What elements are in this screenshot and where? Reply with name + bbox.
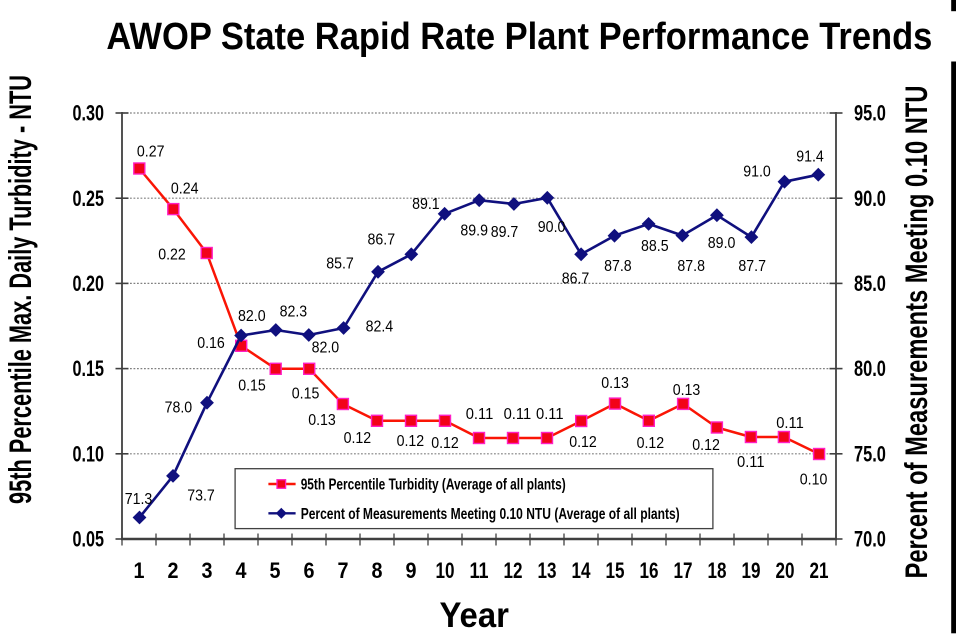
svg-text:16: 16 [640,558,659,583]
svg-text:8: 8 [372,558,383,583]
svg-text:0.13: 0.13 [308,412,336,429]
svg-text:1: 1 [134,558,145,583]
svg-text:78.0: 78.0 [165,400,193,417]
svg-text:73.7: 73.7 [187,487,215,504]
svg-text:19: 19 [742,558,761,583]
svg-text:82.3: 82.3 [280,304,308,321]
svg-text:89.0: 89.0 [708,235,736,252]
svg-text:0.22: 0.22 [158,246,186,263]
svg-text:0.16: 0.16 [197,335,225,352]
svg-text:0.11: 0.11 [776,415,804,432]
svg-text:91.4: 91.4 [796,148,824,165]
svg-text:0.11: 0.11 [504,406,532,423]
svg-text:21: 21 [810,558,829,583]
svg-text:86.7: 86.7 [368,231,396,248]
svg-text:91.0: 91.0 [743,163,771,180]
svg-text:12: 12 [504,558,523,583]
svg-text:80.0: 80.0 [854,356,886,381]
svg-text:85.0: 85.0 [854,271,886,296]
svg-text:0.11: 0.11 [536,406,564,423]
svg-text:70.0: 70.0 [854,527,886,552]
svg-text:82.0: 82.0 [238,308,266,325]
svg-text:87.8: 87.8 [677,258,705,275]
svg-text:95th Percentile Max. Daily Tur: 95th Percentile Max. Daily Turbidity - N… [2,75,38,504]
svg-text:20: 20 [776,558,795,583]
svg-text:6: 6 [304,558,315,583]
svg-text:0.30: 0.30 [73,101,105,126]
svg-text:13: 13 [538,558,557,583]
svg-text:0.15: 0.15 [292,386,320,403]
svg-text:7: 7 [338,558,349,583]
svg-text:0.12: 0.12 [344,430,372,447]
svg-text:89.7: 89.7 [491,224,519,241]
svg-text:89.1: 89.1 [412,196,440,213]
svg-text:0.15: 0.15 [73,356,105,381]
svg-text:4: 4 [236,558,248,583]
svg-text:2: 2 [168,558,179,583]
svg-text:0.10: 0.10 [73,441,105,466]
svg-text:0.12: 0.12 [637,435,665,452]
svg-text:17: 17 [674,558,693,583]
svg-text:0.12: 0.12 [431,435,459,452]
svg-text:87.8: 87.8 [604,258,632,275]
svg-text:75.0: 75.0 [854,441,886,466]
svg-text:90.0: 90.0 [538,219,566,236]
svg-text:9: 9 [406,558,417,583]
svg-text:95.0: 95.0 [854,101,886,126]
svg-text:0.12: 0.12 [397,433,425,450]
svg-text:10: 10 [436,558,455,583]
svg-text:0.10: 0.10 [800,471,828,488]
svg-text:Percent of Measurements Meetin: Percent of Measurements Meeting 0.10 NTU… [301,506,680,523]
svg-text:0.11: 0.11 [466,406,494,423]
svg-text:0.24: 0.24 [171,181,199,198]
svg-text:Percent of Measurements Meetin: Percent of Measurements Meeting 0.10 NTU [898,86,934,579]
svg-text:18: 18 [708,558,727,583]
svg-text:0.12: 0.12 [569,434,597,451]
svg-text:87.7: 87.7 [738,258,766,275]
svg-text:90.0: 90.0 [854,186,886,211]
svg-text:0.05: 0.05 [73,527,105,552]
svg-text:11: 11 [470,558,489,583]
svg-text:0.12: 0.12 [692,437,720,454]
svg-text:82.4: 82.4 [366,319,394,336]
svg-text:82.0: 82.0 [312,339,340,356]
svg-text:0.25: 0.25 [73,186,105,211]
svg-text:89.9: 89.9 [460,222,488,239]
svg-text:0.15: 0.15 [238,377,266,394]
svg-text:85.7: 85.7 [326,255,354,272]
svg-text:71.3: 71.3 [125,491,153,508]
svg-text:15: 15 [606,558,625,583]
svg-text:Year: Year [439,596,509,635]
svg-text:5: 5 [270,558,281,583]
svg-text:0.11: 0.11 [737,454,765,471]
svg-text:0.13: 0.13 [601,375,629,392]
svg-text:0.20: 0.20 [73,271,105,296]
svg-text:0.27: 0.27 [137,143,165,160]
svg-text:14: 14 [572,558,592,583]
svg-text:AWOP State Rapid Rate Plant Pe: AWOP State Rapid Rate Plant Performance … [106,16,932,58]
svg-text:86.7: 86.7 [562,270,590,287]
svg-text:95th Percentile Turbidity (Ave: 95th Percentile Turbidity (Average of al… [301,477,566,494]
svg-text:3: 3 [202,558,213,583]
svg-text:0.13: 0.13 [673,382,701,399]
svg-text:88.5: 88.5 [641,238,669,255]
